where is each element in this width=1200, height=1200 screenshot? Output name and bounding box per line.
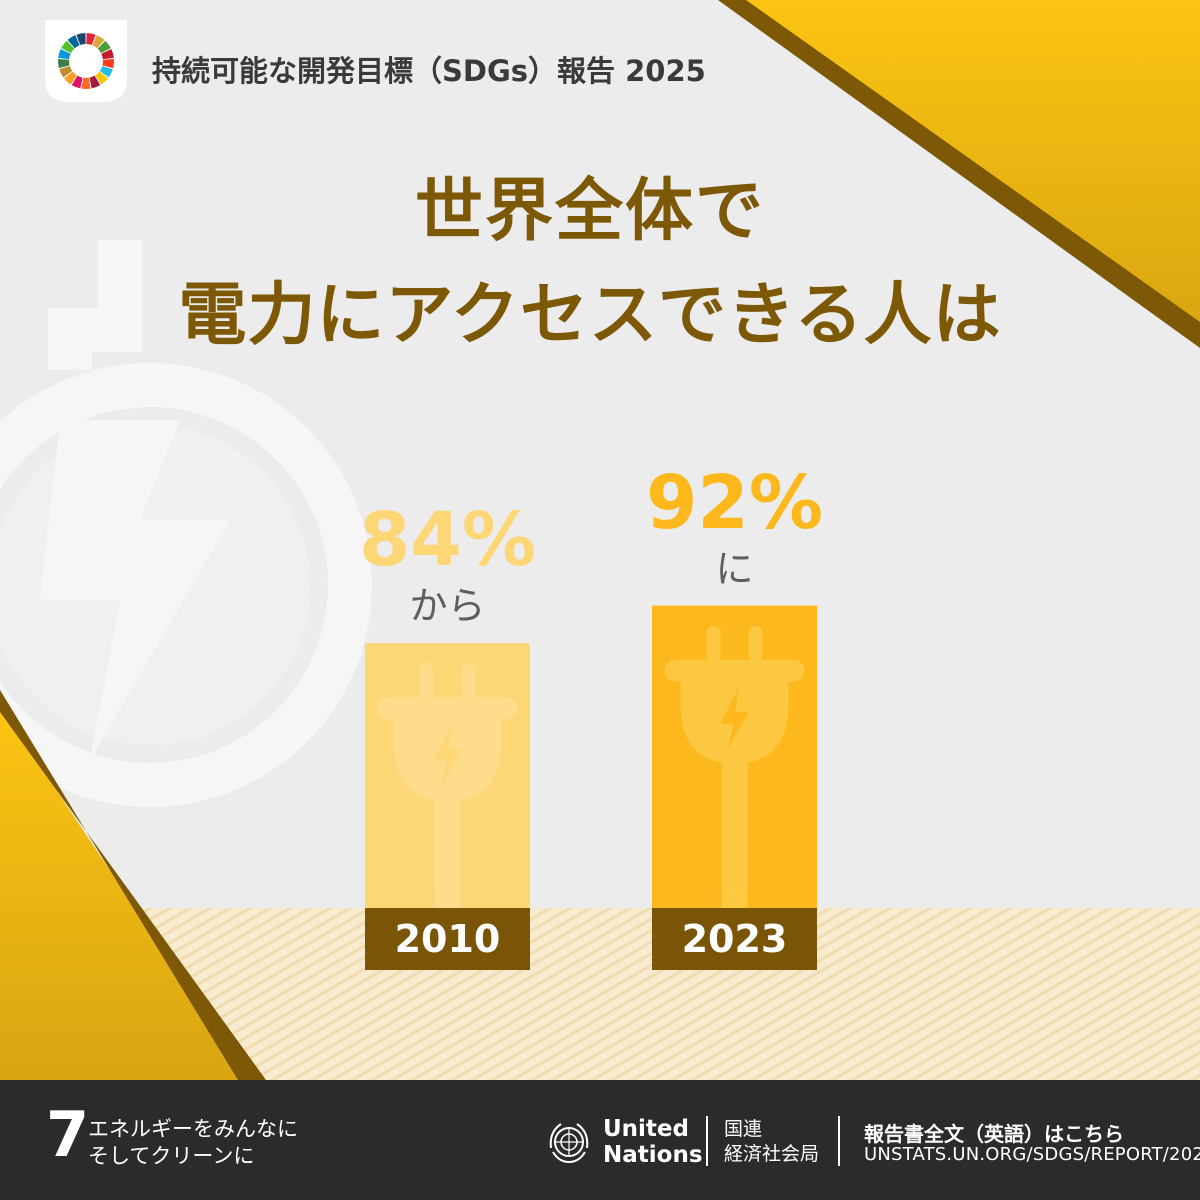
report-title: 持続可能な開発目標（SDGs）報告 2025	[152, 54, 706, 88]
sdg-wheel-segment	[101, 49, 114, 60]
data-label: 92%	[645, 459, 824, 546]
data-caption: に	[715, 546, 754, 591]
sdg-wheel-segment	[76, 33, 86, 46]
sdg-wheel-segment	[99, 65, 113, 78]
sdg-wheel-segment	[92, 35, 105, 49]
goal-name: エネルギーをみんなに そしてクリーンに	[88, 1116, 298, 1170]
x-tick-label: 2010	[365, 908, 530, 970]
sdg-wheel-segment	[95, 71, 109, 85]
sdg-wheel-icon	[58, 33, 114, 89]
data-label: 84%	[358, 497, 537, 584]
sdg-wheel-segment	[89, 75, 101, 89]
report-link-label: 報告書全文（英語）はこちら	[864, 1122, 1124, 1146]
watermark-energy-icon	[0, 240, 372, 807]
goal-name-line-2: そしてクリーンに	[88, 1144, 255, 1168]
desa-line-1: 国連	[724, 1118, 763, 1140]
sdg-wheel-segment	[58, 49, 71, 60]
divider	[838, 1116, 840, 1166]
sdg-wheel-segment	[86, 33, 96, 46]
data-caption: から	[409, 584, 486, 629]
sdg-wheel-segment	[81, 77, 91, 89]
goal-name-line-1: エネルギーをみんなに	[88, 1117, 298, 1141]
sdg-wheel-segment	[59, 65, 73, 78]
corner-top-right-stripe	[718, 0, 1200, 348]
sdg-wheel-segment	[58, 58, 70, 69]
report-link-url[interactable]: UNSTATS.UN.ORG/SDGS/REPORT/2025	[864, 1144, 1200, 1165]
un-name-line-1: United	[603, 1116, 689, 1142]
headline-line-2: 電力にアクセスできる人は	[178, 276, 1002, 355]
desa-line-2: 経済社会局	[724, 1143, 820, 1165]
header-tab	[45, 20, 127, 102]
desa-label: 国連 経済社会局	[724, 1117, 819, 1167]
sdg-wheel-segment	[102, 58, 114, 69]
sdg-wheel-segment	[67, 35, 80, 49]
sdg-wheel-segment	[71, 75, 83, 89]
goal-number: 7	[46, 1098, 90, 1171]
divider	[706, 1116, 708, 1166]
un-name-line-2: Nations	[603, 1142, 703, 1168]
sdg-wheel-segment	[63, 71, 77, 85]
sdg-wheel-segment	[61, 40, 75, 54]
headline-line-1: 世界全体で	[414, 172, 765, 251]
headline: 世界全体で 電力にアクセスできる人は	[0, 160, 1180, 368]
x-tick-label: 2023	[652, 908, 817, 970]
footer-bar: 7 エネルギーをみんなに そしてクリーンに United Nations 国連 …	[0, 1080, 1200, 1200]
un-emblem-icon	[549, 1123, 589, 1164]
sdg-wheel-segment	[97, 40, 111, 54]
un-logo-text: United Nations	[603, 1116, 703, 1168]
